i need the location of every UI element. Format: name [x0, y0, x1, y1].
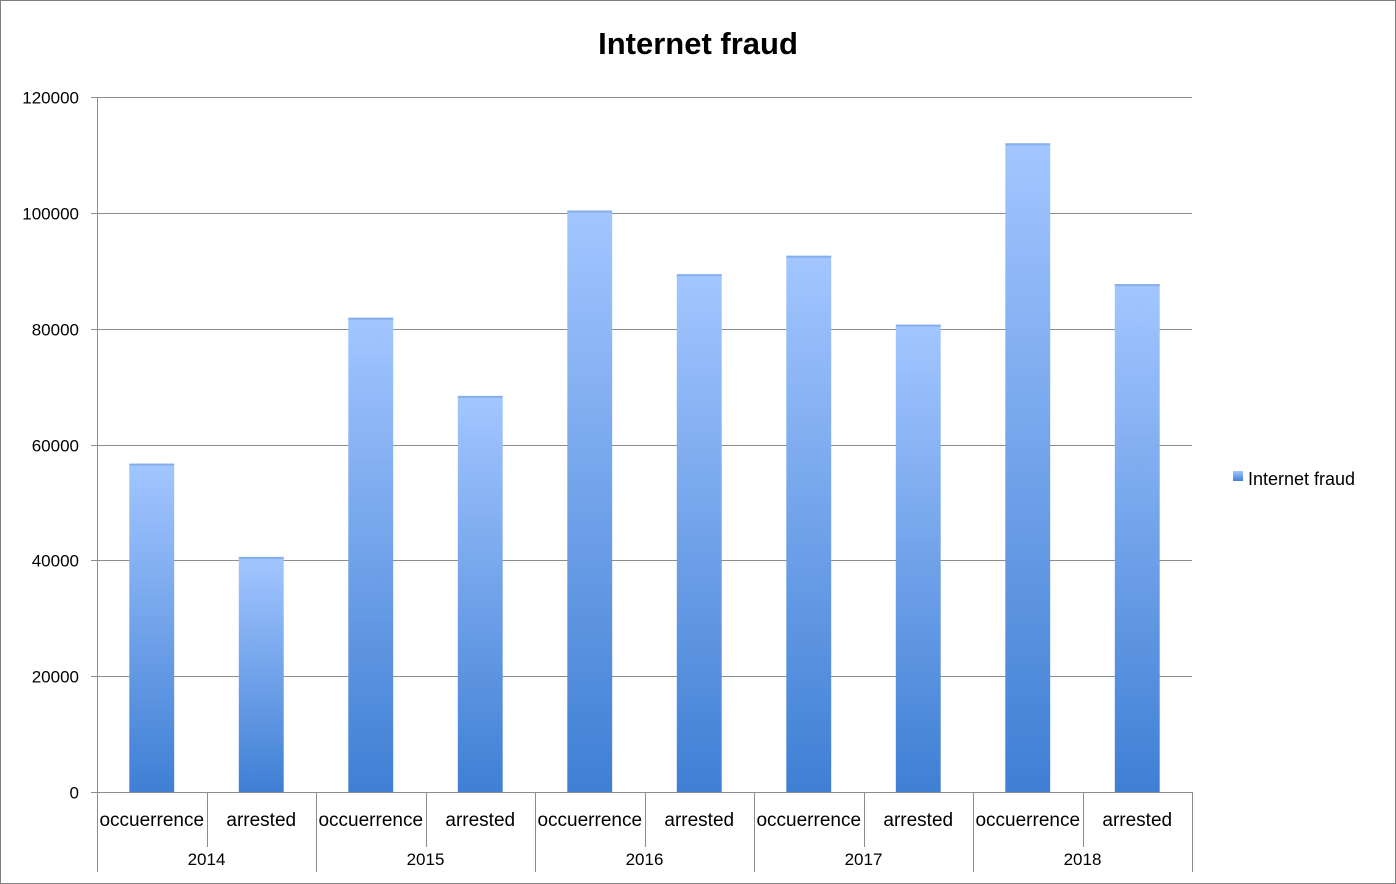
bar: [567, 210, 613, 792]
category-label: occuerrence: [756, 810, 861, 831]
chart-title: Internet fraud: [598, 26, 798, 61]
y-tick-label: 0: [70, 784, 79, 803]
axes: 0 20000 40000 60000 80000 100000 120000 occuerr…: [22, 89, 1193, 872]
y-tick-label: 40000: [32, 552, 79, 571]
bar: [1114, 284, 1160, 792]
group-label: 2018: [1064, 850, 1102, 869]
bar-top-edge: [348, 317, 394, 320]
bar-top-edge: [129, 463, 175, 466]
category-label: occuerrence: [537, 810, 642, 831]
category-label: occuerrence: [975, 810, 1080, 831]
group-label: 2017: [845, 850, 883, 869]
bar: [129, 463, 175, 792]
group-label: 2014: [188, 850, 226, 869]
bar-top-edge: [895, 324, 941, 327]
category-label: arrested: [226, 810, 296, 831]
bar-top-edge: [1005, 143, 1051, 146]
y-tick-label: 60000: [32, 437, 79, 456]
bar-top-edge: [1114, 284, 1160, 287]
y-tick-label: 100000: [22, 205, 79, 224]
legend-swatch: [1233, 471, 1243, 481]
group-label: 2016: [626, 850, 664, 869]
bar: [348, 317, 394, 792]
bar-top-edge: [786, 255, 832, 258]
category-label: arrested: [1102, 810, 1172, 831]
bar: [786, 255, 832, 792]
group-label: 2015: [407, 850, 445, 869]
bar-top-edge: [676, 274, 722, 277]
legend: Internet fraud: [1233, 469, 1355, 489]
bar-top-edge: [238, 556, 284, 559]
category-label: occuerrence: [99, 810, 204, 831]
bar: [457, 395, 503, 792]
category-label: occuerrence: [318, 810, 423, 831]
legend-label: Internet fraud: [1248, 469, 1355, 489]
y-tick-label: 80000: [32, 321, 79, 340]
bar: [238, 556, 284, 792]
bar: [895, 324, 941, 792]
bar-top-edge: [567, 210, 613, 213]
category-label: arrested: [445, 810, 515, 831]
bar: [1005, 143, 1051, 793]
bar-top-edge: [457, 395, 503, 398]
category-label: arrested: [883, 810, 953, 831]
category-label: arrested: [664, 810, 734, 831]
bar: [676, 274, 722, 792]
y-tick-label: 120000: [22, 89, 79, 108]
y-tick-label: 20000: [32, 668, 79, 687]
bars: [129, 143, 1160, 793]
